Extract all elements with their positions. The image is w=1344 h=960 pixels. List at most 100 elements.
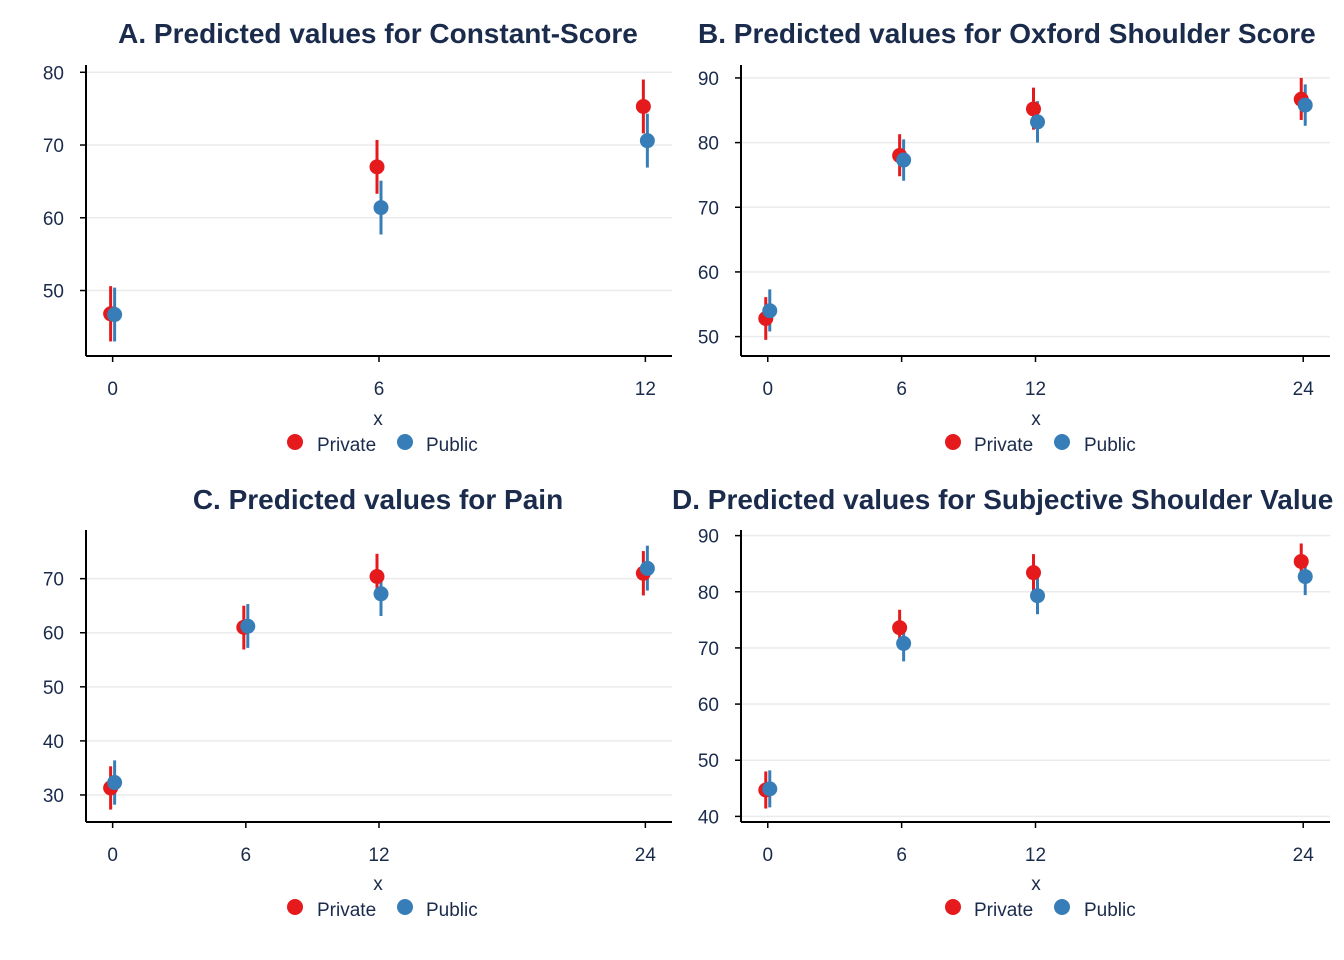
panel-a-marks [103, 79, 655, 342]
panel-d-y-tick-label-50: 50 [698, 751, 719, 772]
panel-b-x-tick-label-6: 6 [896, 379, 907, 400]
panel-a-x-tick-label-6: 6 [374, 379, 385, 400]
panel-d-x-tick-label-24: 24 [1293, 845, 1315, 866]
panel-b-x-tick-label-24: 24 [1293, 379, 1315, 400]
panel-c-marks [103, 545, 655, 810]
panel-d: D. Predicted values for Subjective Shoul… [672, 484, 1333, 921]
panel-b-legend-marker-public [1054, 434, 1070, 450]
panel-d-point-private-6 [892, 620, 908, 636]
panel-d-point-private-12 [1026, 565, 1041, 581]
panel-b-y-tick-label-70: 70 [698, 198, 719, 219]
panel-a-y-tick-label-80: 80 [43, 63, 64, 84]
panel-d-legend: Private Public [945, 899, 1136, 921]
panel-c-point-public-6 [240, 618, 256, 634]
panel-c-y-tick-label-60: 60 [43, 624, 64, 645]
panel-b-x-tick-label-12: 12 [1025, 379, 1046, 400]
panel-b-legend-label-public: Public [1084, 435, 1136, 456]
panel-c-legend-marker-private [287, 899, 303, 915]
panel-d-y-tick-label-60: 60 [698, 695, 719, 716]
panel-b-gridlines [741, 77, 1330, 338]
panel-a-x-label: x [373, 409, 383, 430]
panel-d-y-tick-label-80: 80 [698, 583, 719, 604]
panel-d-legend-label-private: Private [974, 900, 1033, 921]
panel-b-x-label: x [1031, 409, 1041, 430]
panel-d-x-tick-label-6: 6 [896, 845, 907, 866]
panel-c-legend-marker-public [397, 899, 413, 915]
panel-d-marks [758, 543, 1313, 809]
panel-b-point-private-12 [1026, 101, 1041, 117]
panel-b-legend: Private Public [945, 434, 1136, 456]
panel-c-legend-label-public: Public [426, 900, 478, 921]
panel-a-axes: 50 60 70 80 0 6 12 [43, 63, 672, 400]
panel-a-gridlines [86, 71, 672, 292]
panel-d-legend-marker-private [945, 899, 961, 915]
panel-a-x-tick-label-0: 0 [107, 379, 118, 400]
panel-a: A. Predicted values for Constant-Score 5… [43, 18, 672, 456]
panel-b-x-tick-label-0: 0 [762, 379, 773, 400]
panel-d-point-public-0 [762, 781, 778, 797]
panel-c-title: C. Predicted values for Pain [193, 484, 563, 515]
panel-a-point-public-0 [107, 307, 123, 323]
panel-d-x-tick-label-12: 12 [1025, 845, 1046, 866]
panel-a-legend-marker-public [397, 434, 413, 450]
panel-d-point-public-12 [1030, 588, 1045, 604]
panel-b: B. Predicted values for Oxford Shoulder … [698, 18, 1330, 456]
panel-c: C. Predicted values for Pain 30 40 50 60 70 0… [43, 484, 672, 921]
panel-b-point-public-6 [896, 152, 912, 168]
panel-b-marks [758, 77, 1313, 340]
panel-b-point-public-0 [762, 303, 778, 319]
panel-a-legend-label-public: Public [426, 435, 478, 456]
panel-a-y-tick-label-70: 70 [43, 136, 64, 157]
panel-d-axes: 40 50 60 70 80 90 0 6 12 24 [698, 527, 1330, 866]
panel-c-x-tick-label-12: 12 [368, 845, 389, 866]
panel-a-x-tick-label-12: 12 [635, 379, 656, 400]
panel-d-point-public-6 [896, 635, 912, 651]
panel-c-legend-label-private: Private [317, 900, 376, 921]
panel-b-legend-label-private: Private [974, 435, 1033, 456]
panel-b-y-tick-label-60: 60 [698, 263, 719, 284]
panel-c-x-tick-label-24: 24 [635, 845, 657, 866]
panel-a-y-tick-label-50: 50 [43, 282, 64, 303]
panel-a-point-private-6 [369, 159, 385, 175]
panel-a-title: A. Predicted values for Constant-Score [118, 18, 638, 49]
panel-c-legend: Private Public [287, 899, 478, 921]
panel-a-point-public-6 [373, 200, 389, 216]
panel-c-point-public-24 [639, 560, 655, 576]
panel-d-y-tick-label-70: 70 [698, 639, 719, 660]
panel-c-x-label: x [373, 874, 383, 895]
panel-b-title: B. Predicted values for Oxford Shoulder … [698, 18, 1316, 49]
panel-b-axes: 50 60 70 80 90 0 6 12 24 [698, 65, 1330, 400]
panel-c-y-tick-label-70: 70 [43, 570, 64, 591]
panel-c-x-tick-label-6: 6 [241, 845, 252, 866]
panel-c-y-tick-label-40: 40 [43, 732, 64, 753]
panel-d-x-label: x [1031, 874, 1041, 895]
panel-d-x-tick-label-0: 0 [762, 845, 773, 866]
panel-a-y-tick-label-60: 60 [43, 209, 64, 230]
panel-a-point-public-12 [639, 133, 655, 149]
panel-b-point-public-12 [1030, 114, 1045, 130]
panel-c-point-public-12 [373, 586, 389, 602]
panel-a-legend-marker-private [287, 434, 303, 450]
panel-c-y-tick-label-50: 50 [43, 678, 64, 699]
panel-c-x-tick-label-0: 0 [107, 845, 118, 866]
panel-b-legend-marker-private [945, 434, 961, 450]
panel-d-point-public-24 [1297, 569, 1313, 585]
panel-b-y-tick-label-90: 90 [698, 69, 719, 90]
panel-d-legend-label-public: Public [1084, 900, 1136, 921]
panel-d-title: D. Predicted values for Subjective Shoul… [672, 484, 1333, 515]
panel-a-legend-label-private: Private [317, 435, 376, 456]
panel-c-point-private-12 [369, 569, 385, 585]
panel-a-point-private-12 [635, 98, 651, 114]
panel-a-legend: Private Public [287, 434, 478, 456]
panel-b-y-tick-label-50: 50 [698, 328, 719, 349]
panel-c-axes: 30 40 50 60 70 0 6 12 24 [43, 530, 672, 866]
panel-c-y-tick-label-30: 30 [43, 786, 64, 807]
panel-b-y-tick-label-80: 80 [698, 134, 719, 155]
panel-d-legend-marker-public [1054, 899, 1070, 915]
panel-b-point-public-24 [1297, 97, 1313, 113]
panel-d-y-tick-label-40: 40 [698, 807, 719, 828]
panel-d-y-tick-label-90: 90 [698, 527, 719, 548]
panel-d-point-private-24 [1293, 553, 1309, 569]
